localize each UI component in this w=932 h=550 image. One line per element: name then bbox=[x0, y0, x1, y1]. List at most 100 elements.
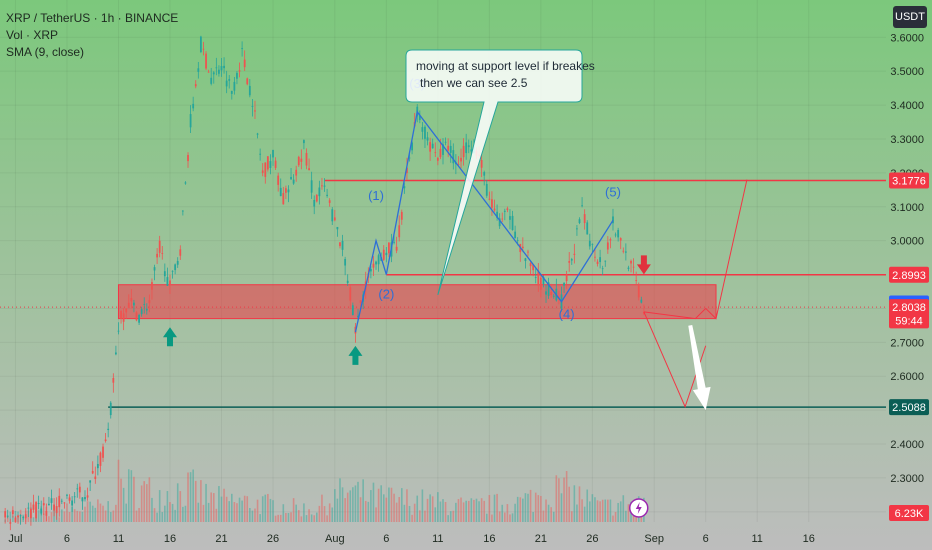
x-tick-label: 16 bbox=[164, 533, 176, 545]
candle-body bbox=[545, 291, 547, 294]
price-label: 2.8993 bbox=[892, 270, 926, 282]
volume-bar bbox=[249, 508, 251, 522]
volume-bar bbox=[324, 506, 326, 522]
candle-body bbox=[628, 268, 630, 269]
volume-bar bbox=[465, 501, 467, 522]
volume-bar bbox=[218, 486, 220, 522]
candle-body bbox=[337, 227, 339, 229]
volume-bar bbox=[118, 460, 120, 522]
candle-body bbox=[239, 70, 241, 71]
candle-body bbox=[429, 142, 431, 152]
candle-body bbox=[79, 487, 81, 493]
candle-body bbox=[58, 496, 60, 507]
price-label: 3.1776 bbox=[892, 175, 926, 187]
candle-body bbox=[76, 488, 78, 489]
candle-body bbox=[38, 503, 40, 504]
volume-bar bbox=[362, 479, 364, 522]
x-tick-label: 6 bbox=[703, 533, 709, 545]
candle-body bbox=[615, 235, 617, 236]
candle-body bbox=[488, 199, 490, 200]
volume-bar bbox=[352, 487, 354, 522]
volume-bar bbox=[383, 494, 385, 522]
volume-bar bbox=[481, 498, 483, 522]
volume-bar bbox=[213, 493, 215, 522]
x-tick-label: 16 bbox=[483, 533, 495, 545]
volume-bar bbox=[589, 501, 591, 522]
annotation-text-1: moving at support level if breakes bbox=[416, 59, 595, 73]
candle-body bbox=[630, 261, 632, 264]
x-tick-label: 11 bbox=[752, 533, 763, 545]
volume-bar bbox=[628, 504, 630, 522]
volume-bar bbox=[509, 514, 511, 522]
volume-bar bbox=[380, 485, 382, 522]
y-tick-label: 2.7000 bbox=[890, 337, 924, 349]
volume-bar bbox=[105, 511, 107, 522]
candle-body bbox=[25, 514, 27, 518]
currency-button[interactable]: USDT bbox=[893, 6, 927, 28]
candle-body bbox=[262, 170, 264, 172]
volume-bar bbox=[339, 478, 341, 522]
candle-body bbox=[15, 518, 17, 523]
wave-label: (4) bbox=[559, 307, 575, 322]
candle-body bbox=[573, 254, 575, 255]
candle-body bbox=[241, 48, 243, 49]
volume-bar bbox=[275, 516, 277, 522]
volume-bar bbox=[154, 508, 156, 522]
volume-bar bbox=[625, 511, 627, 522]
candle-body bbox=[360, 300, 362, 303]
volume-bar bbox=[576, 505, 578, 522]
volume-bar bbox=[537, 495, 539, 522]
candle-body bbox=[633, 267, 635, 268]
candle-body bbox=[148, 300, 150, 303]
volume-bar bbox=[483, 501, 485, 522]
candle-body bbox=[483, 172, 485, 175]
volume-bar bbox=[604, 500, 606, 522]
candle-body bbox=[252, 106, 254, 107]
volume-bar bbox=[432, 496, 434, 522]
volume-bar bbox=[581, 499, 583, 522]
volume-bar bbox=[182, 507, 184, 522]
volume-bar bbox=[344, 498, 346, 522]
volume-bar bbox=[574, 485, 576, 522]
legend-sma[interactable]: SMA (9, close) bbox=[6, 44, 178, 61]
volume-bar bbox=[540, 496, 542, 522]
candle-body bbox=[586, 222, 588, 234]
candle-body bbox=[584, 214, 586, 223]
candle bbox=[316, 194, 318, 202]
volume-bar bbox=[532, 512, 534, 522]
candle-body bbox=[177, 261, 179, 265]
candle-body bbox=[120, 311, 122, 319]
volume-bar bbox=[622, 495, 624, 522]
support-zone[interactable] bbox=[118, 285, 716, 319]
candle-body bbox=[264, 163, 266, 177]
chart-legend[interactable]: XRP / TetherUS · 1h · BINANCE Vol · XRP … bbox=[6, 10, 178, 61]
candle-body bbox=[401, 212, 403, 220]
volume-bar bbox=[141, 485, 143, 522]
volume-bar bbox=[270, 499, 272, 522]
volume-bar bbox=[89, 502, 91, 522]
candle-body bbox=[607, 242, 609, 249]
legend-symbol[interactable]: XRP / TetherUS · 1h · BINANCE bbox=[6, 10, 178, 27]
volume-bar bbox=[406, 489, 408, 522]
candle-body bbox=[579, 219, 581, 223]
candle-body bbox=[525, 258, 527, 261]
candle-body bbox=[311, 180, 313, 192]
candle-body bbox=[244, 60, 246, 68]
x-tick-label: 26 bbox=[586, 533, 598, 545]
candle-body bbox=[17, 516, 19, 518]
volume-bar bbox=[563, 478, 565, 522]
candle-body bbox=[33, 505, 35, 510]
candle-body bbox=[452, 150, 454, 163]
legend-volume[interactable]: Vol · XRP bbox=[6, 27, 178, 44]
volume-bar bbox=[172, 504, 174, 522]
candle-body bbox=[591, 244, 593, 245]
wave-label: (1) bbox=[368, 188, 384, 203]
candle-body bbox=[285, 188, 287, 193]
candle-body bbox=[203, 49, 205, 50]
volume-bar bbox=[411, 515, 413, 522]
volume-bar bbox=[331, 507, 333, 522]
candle-body bbox=[231, 91, 233, 94]
volume-bar bbox=[61, 509, 63, 522]
